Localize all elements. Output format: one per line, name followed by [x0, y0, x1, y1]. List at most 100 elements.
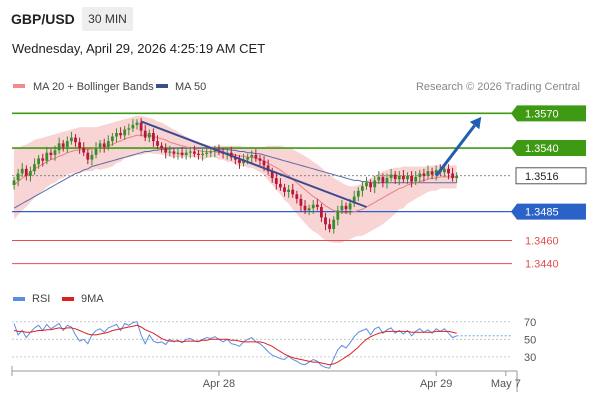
candle-body [20, 168, 24, 174]
candle-body [106, 141, 110, 147]
candle-body [369, 182, 372, 188]
candle-body [184, 152, 188, 155]
ma50-legend-label: MA 50 [175, 81, 206, 93]
candle-body [324, 217, 327, 225]
candle-body [188, 151, 192, 153]
candle-body [266, 165, 270, 172]
candle-body [303, 205, 307, 211]
candle-body [377, 176, 381, 181]
candle-body [295, 194, 299, 199]
rsi-legend-swatch [13, 297, 25, 301]
resistance-tag [511, 105, 586, 122]
candle-body [24, 168, 28, 176]
candle-body [344, 205, 348, 210]
candle-body [258, 158, 262, 161]
rsi-tick-label: 50 [524, 334, 536, 346]
bollinger-band-fill [14, 115, 457, 243]
candle-body [16, 173, 20, 181]
candle-body [90, 155, 94, 160]
timestamp: Wednesday, April 29, 2026 4:25:19 AM CET [12, 41, 265, 56]
candle-body [78, 142, 81, 149]
candle-body [119, 133, 122, 136]
candle-body [41, 158, 45, 161]
candle-body [279, 183, 282, 188]
candle-body [180, 152, 184, 155]
candle-body [94, 148, 98, 155]
candle-body [127, 128, 131, 130]
candle-body [111, 136, 114, 142]
pivot-label: 1.3485 [525, 207, 559, 219]
candle-body [414, 176, 418, 182]
x-tick-label: Apr 29 [420, 378, 452, 390]
candle-body [365, 182, 368, 187]
rsi-tick-label: 30 [524, 352, 536, 364]
candle-body [86, 152, 90, 160]
candle-body [74, 137, 77, 143]
support-label: 1.3460 [525, 236, 559, 248]
candle-body [270, 171, 274, 179]
candle-body [49, 152, 53, 155]
candle-body [340, 205, 344, 211]
candle-body [238, 159, 241, 164]
candle-body [193, 151, 196, 154]
candle-body [98, 143, 102, 148]
trendline [140, 120, 367, 208]
candle-body [45, 152, 49, 161]
candle-body [307, 208, 311, 211]
candle-body [209, 151, 213, 153]
candle-body [37, 158, 40, 165]
x-tick-label: May 7 [491, 378, 521, 390]
candle-body [201, 153, 204, 155]
candle-body [164, 148, 168, 153]
candle-body [168, 151, 172, 153]
candle-body [328, 224, 331, 229]
candle-body [254, 155, 258, 159]
candle-body [348, 203, 352, 210]
candle-body [61, 143, 65, 147]
rsi-tick-label: 70 [524, 317, 536, 329]
candle-body [381, 176, 385, 183]
candle-body [102, 143, 106, 147]
candle-body [82, 148, 86, 153]
candle-body [356, 190, 360, 197]
candle-body [262, 160, 266, 166]
rsi-line [13, 321, 457, 369]
candle-body [332, 219, 336, 229]
candle-body [315, 204, 319, 207]
candle-body [172, 151, 176, 154]
candle-body [33, 164, 36, 172]
last-price-label: 1.3516 [525, 171, 559, 183]
overlays [140, 116, 482, 208]
candle-body [393, 174, 397, 180]
candle-body [373, 180, 377, 188]
candle-body [234, 157, 237, 160]
candle-body [389, 174, 393, 179]
candle-body [443, 168, 446, 173]
candle-body [12, 180, 16, 185]
candle-body [213, 150, 217, 152]
timeframe-badge[interactable] [82, 7, 133, 31]
x-axis: Apr 28 Apr 29 May 7 [11, 366, 521, 392]
candle-body [410, 175, 413, 182]
candle-body [57, 143, 61, 151]
candle-body [447, 168, 450, 174]
candle-body [291, 189, 295, 195]
candle-body [352, 196, 356, 204]
candle-body [430, 171, 434, 175]
candle-body [418, 173, 422, 177]
candle-body [451, 173, 454, 179]
candle-body [53, 150, 57, 155]
candle-body [336, 210, 340, 220]
ma9-legend-swatch [62, 297, 74, 301]
rsi-legend-label: RSI [32, 293, 50, 305]
candle-body [455, 175, 459, 179]
timeframe-label: 30 MIN [88, 12, 127, 26]
candle-body [422, 173, 426, 176]
candle-body [250, 155, 254, 158]
ma20-legend-label: MA 20 + Bollinger Bands [33, 81, 154, 93]
rsi-panel: 70 50 30 [12, 317, 536, 369]
forecast-arrow-head [469, 116, 482, 130]
candle-body [139, 122, 143, 131]
candle-body [156, 141, 159, 146]
